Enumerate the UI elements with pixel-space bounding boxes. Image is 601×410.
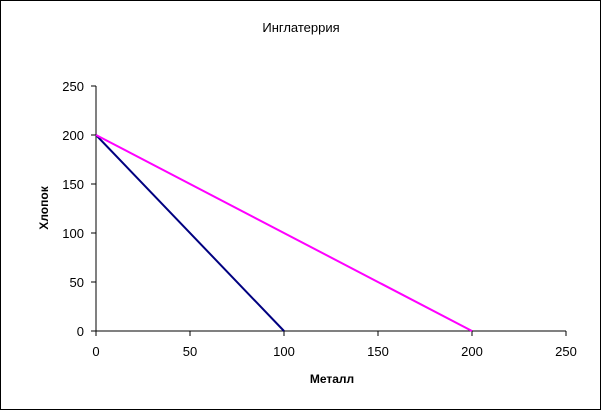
series-lines [95, 134, 473, 332]
y-tick-label: 150 [62, 177, 84, 192]
x-axis-label: Металл [310, 372, 354, 386]
x-tick-label: 150 [367, 344, 389, 359]
x-tick-label: 0 [92, 344, 99, 359]
y-axis-ticks: 0 50 100 150 200 250 [62, 79, 96, 339]
x-tick-label: 100 [273, 344, 295, 359]
y-tick-label: 200 [62, 128, 84, 143]
series-line-1 [95, 134, 285, 332]
y-tick-label: 0 [77, 324, 84, 339]
series-line-2 [95, 134, 473, 332]
x-tick-label: 200 [461, 344, 483, 359]
y-tick-label: 250 [62, 79, 84, 94]
y-tick-label: 50 [70, 275, 84, 290]
chart-title: Инглатеррия [262, 20, 339, 35]
y-tick-label: 100 [62, 226, 84, 241]
x-tick-label: 50 [183, 344, 197, 359]
y-axis-label: Хлопок [37, 185, 51, 229]
x-tick-label: 250 [555, 344, 577, 359]
x-axis-ticks: 0 50 100 150 200 250 [92, 331, 577, 359]
